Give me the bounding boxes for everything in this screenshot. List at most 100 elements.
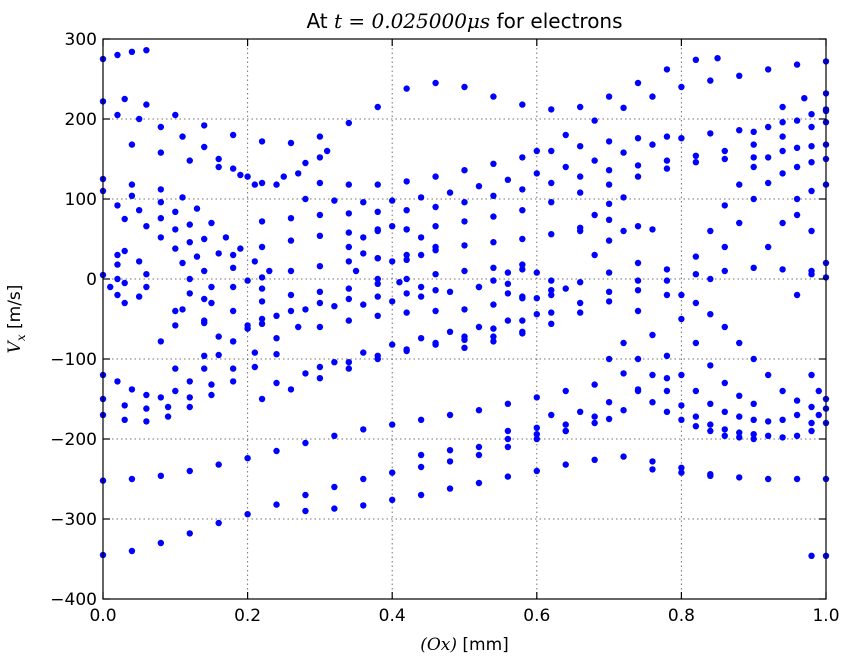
scatter-point-332	[461, 306, 468, 313]
scatter-point-281	[808, 123, 815, 131]
scatter-point-456	[692, 387, 700, 395]
scatter-point-36	[591, 381, 598, 388]
scatter-point-30	[417, 416, 425, 423]
scatter-point-219	[316, 288, 324, 295]
x-tick-label-5: 1.0	[812, 606, 839, 626]
scatter-point-430	[678, 402, 685, 409]
scatter-point-383	[461, 344, 468, 351]
scatter-point-493	[576, 408, 584, 415]
scatter-point-315	[345, 243, 353, 251]
scatter-point-180	[186, 394, 193, 401]
scatter-point-392	[721, 267, 728, 275]
scatter-point-121	[222, 234, 230, 241]
scatter-point-6	[273, 501, 280, 508]
scatter-point-363	[302, 370, 309, 377]
scatter-point-502	[562, 427, 569, 435]
scatter-point-496	[663, 375, 671, 382]
scatter-point-452	[634, 307, 642, 315]
scatter-point-337	[605, 269, 613, 276]
scatter-point-447	[692, 423, 700, 430]
scatter-point-428	[649, 371, 656, 379]
scatter-point-435	[750, 431, 757, 438]
scatter-point-198	[258, 320, 266, 327]
scatter-point-74	[490, 93, 497, 100]
scatter-point-306	[432, 173, 439, 180]
scatter-point-286	[389, 197, 396, 204]
scatter-point-516	[107, 283, 114, 291]
scatter-point-192	[229, 378, 237, 385]
scatter-point-52	[736, 474, 743, 481]
scatter-point-268	[432, 203, 439, 211]
plot-frame	[102, 38, 827, 600]
scatter-point-257	[634, 173, 642, 180]
scatter-point-227	[172, 307, 179, 315]
scatter-point-379	[548, 291, 555, 299]
scatter-point-424	[808, 227, 815, 235]
scatter-point-457	[707, 400, 714, 407]
scatter-point-172	[215, 351, 222, 359]
scatter-point-247	[345, 229, 353, 236]
scatter-point-434	[736, 429, 743, 436]
scatter-point-85	[591, 117, 598, 124]
scatter-point-66	[258, 138, 266, 145]
scatter-point-483	[815, 387, 822, 395]
scatter-point-9	[360, 475, 367, 483]
scatter-point-421	[793, 291, 801, 299]
scatter-point-370	[504, 317, 512, 324]
scatter-point-136	[135, 207, 143, 214]
scatter-point-340	[345, 359, 353, 366]
scatter-point-475	[736, 339, 743, 347]
scatter-point-491	[620, 407, 627, 414]
scatter-point-407	[707, 275, 714, 283]
y-tick-label-0: −400	[50, 590, 97, 610]
scatter-point-409	[736, 219, 743, 227]
scatter-point-477	[764, 371, 772, 379]
scatter-point-402	[764, 154, 772, 161]
scatter-point-444	[649, 399, 656, 406]
scatter-point-10	[389, 469, 396, 476]
scatter-point-525	[605, 237, 613, 244]
scatter-point-100	[229, 165, 237, 172]
scatter-point-485	[815, 411, 822, 419]
scatter-point-169	[172, 387, 179, 395]
x-tick-label-4: 0.8	[668, 606, 695, 626]
scatter-point-398	[707, 227, 714, 235]
scatter-point-201	[345, 295, 353, 303]
scatter-point-155	[121, 247, 128, 255]
scatter-point-359	[461, 336, 468, 343]
scatter-point-191	[208, 391, 215, 399]
scatter-point-221	[374, 280, 381, 287]
scatter-point-390	[663, 277, 671, 284]
scatter-point-469	[736, 392, 743, 399]
x-axis-label: (Ox) [mm]	[420, 635, 509, 655]
title-prefix: At	[306, 9, 334, 33]
scatter-point-417	[779, 219, 786, 227]
scatter-point-185	[295, 323, 302, 331]
scatter-point-480	[808, 403, 815, 411]
scatter-point-225	[490, 264, 497, 271]
scatter-point-479	[793, 397, 801, 404]
scatter-point-353	[287, 386, 295, 393]
scatter-point-292	[562, 163, 569, 171]
scatter-point-189	[164, 413, 172, 420]
scatter-point-335	[548, 287, 555, 294]
scatter-point-193	[251, 363, 259, 371]
scatter-point-91	[764, 66, 772, 73]
scatter-point-355	[345, 365, 353, 372]
scatter-point-112	[273, 181, 280, 188]
scatter-point-94	[114, 111, 121, 119]
scatter-point-18	[605, 415, 613, 423]
scatter-point-269	[461, 199, 468, 206]
scatter-point-171	[201, 365, 208, 372]
scatter-point-284	[331, 197, 338, 204]
scatter-point-499	[475, 443, 483, 451]
scatter-point-529	[576, 227, 584, 235]
scatter-point-4	[215, 519, 222, 527]
scatter-point-96	[157, 123, 165, 131]
scatter-point-313	[634, 135, 642, 142]
scatter-point-188	[143, 418, 150, 425]
scatter-point-404	[793, 144, 801, 151]
scatter-point-22	[186, 467, 193, 475]
scatter-point-275	[634, 162, 642, 169]
scatter-point-61	[121, 95, 128, 103]
